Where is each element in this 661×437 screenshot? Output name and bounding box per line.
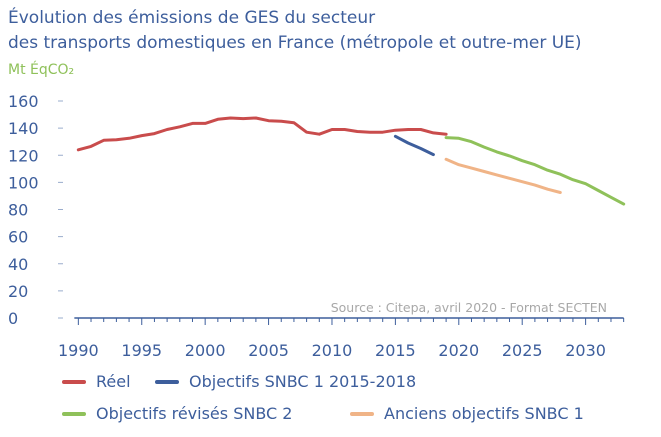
y-axis-unit: Mt ÉqCO₂: [8, 62, 75, 78]
series-line-2: [444, 136, 626, 206]
y-tick-label: 100: [8, 173, 39, 192]
x-tick-label: 2025: [502, 341, 543, 360]
x-tick-label: 1990: [58, 341, 99, 360]
title-line-2: des transports domestiques en France (mé…: [8, 33, 582, 53]
y-tick-label: 120: [8, 146, 39, 165]
series-line-3: [444, 157, 562, 194]
x-tick-label: 1995: [121, 341, 162, 360]
series-line-1: [393, 134, 435, 157]
x-tick-label: 2030: [565, 341, 606, 360]
x-tick-label: 2020: [438, 341, 479, 360]
x-tick-label: 2010: [312, 341, 353, 360]
y-tick-label: 0: [8, 309, 18, 328]
chart-title: Évolution des émissions de GES du secteu…: [8, 6, 582, 56]
title-line-1: Évolution des émissions de GES du secteu…: [8, 8, 376, 28]
y-tick-label: 20: [8, 282, 28, 301]
y-tick-label: 140: [8, 119, 39, 138]
x-tick-label: 2005: [248, 341, 289, 360]
y-tick-label: 40: [8, 255, 28, 274]
x-tick-label: 2000: [185, 341, 226, 360]
series-line-0: [76, 116, 448, 152]
source-note: Source : Citepa, avril 2020 - Format SEC…: [331, 300, 607, 315]
y-tick-label: 80: [8, 201, 28, 220]
x-tick-label: 2015: [375, 341, 416, 360]
y-tick-label: 160: [8, 92, 39, 111]
y-tick-label: 60: [8, 228, 28, 247]
